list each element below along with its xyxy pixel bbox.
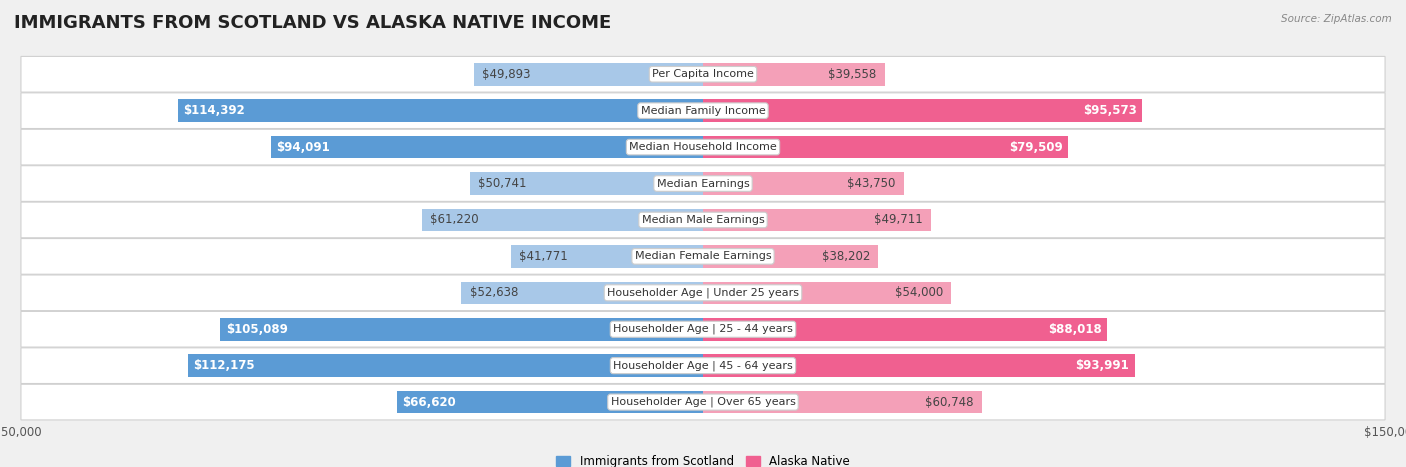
FancyBboxPatch shape	[21, 129, 1385, 165]
FancyBboxPatch shape	[21, 57, 1385, 92]
Text: $43,750: $43,750	[848, 177, 896, 190]
Text: Median Household Income: Median Household Income	[628, 142, 778, 152]
Text: $60,748: $60,748	[925, 396, 974, 409]
FancyBboxPatch shape	[21, 93, 1385, 128]
FancyBboxPatch shape	[21, 311, 1385, 347]
Text: Source: ZipAtlas.com: Source: ZipAtlas.com	[1281, 14, 1392, 24]
Text: $52,638: $52,638	[470, 286, 517, 299]
Text: $61,220: $61,220	[430, 213, 478, 226]
FancyBboxPatch shape	[21, 384, 1385, 420]
Bar	[422, 209, 703, 231]
Text: IMMIGRANTS FROM SCOTLAND VS ALASKA NATIVE INCOME: IMMIGRANTS FROM SCOTLAND VS ALASKA NATIV…	[14, 14, 612, 32]
Text: $41,771: $41,771	[519, 250, 568, 263]
Bar	[703, 245, 879, 268]
Bar	[703, 99, 1142, 122]
Text: $88,018: $88,018	[1047, 323, 1102, 336]
Text: $50,741: $50,741	[478, 177, 527, 190]
Text: $94,091: $94,091	[277, 141, 330, 154]
Text: Householder Age | Under 25 years: Householder Age | Under 25 years	[607, 288, 799, 298]
Bar	[703, 318, 1108, 340]
FancyBboxPatch shape	[21, 275, 1385, 311]
Text: $79,509: $79,509	[1010, 141, 1063, 154]
Text: $114,392: $114,392	[183, 104, 245, 117]
Bar	[396, 391, 703, 413]
Text: Householder Age | Over 65 years: Householder Age | Over 65 years	[610, 397, 796, 407]
Text: $112,175: $112,175	[193, 359, 254, 372]
Text: $49,893: $49,893	[482, 68, 530, 81]
Bar	[470, 172, 703, 195]
Bar	[703, 282, 950, 304]
Text: $54,000: $54,000	[894, 286, 943, 299]
Text: $95,573: $95,573	[1083, 104, 1136, 117]
Bar	[703, 136, 1069, 158]
FancyBboxPatch shape	[21, 166, 1385, 201]
Bar	[703, 209, 931, 231]
Text: Median Male Earnings: Median Male Earnings	[641, 215, 765, 225]
Bar	[703, 172, 904, 195]
FancyBboxPatch shape	[21, 348, 1385, 383]
Legend: Immigrants from Scotland, Alaska Native: Immigrants from Scotland, Alaska Native	[551, 450, 855, 467]
Bar	[703, 391, 981, 413]
Text: $38,202: $38,202	[823, 250, 870, 263]
FancyBboxPatch shape	[21, 202, 1385, 238]
Bar	[271, 136, 703, 158]
Bar	[512, 245, 703, 268]
Bar	[188, 354, 703, 377]
Text: Householder Age | 25 - 44 years: Householder Age | 25 - 44 years	[613, 324, 793, 334]
Text: Median Family Income: Median Family Income	[641, 106, 765, 116]
Text: Householder Age | 45 - 64 years: Householder Age | 45 - 64 years	[613, 361, 793, 371]
Bar	[703, 63, 884, 85]
Text: Median Female Earnings: Median Female Earnings	[634, 251, 772, 262]
Bar	[461, 282, 703, 304]
Bar	[474, 63, 703, 85]
Text: Median Earnings: Median Earnings	[657, 178, 749, 189]
Text: $39,558: $39,558	[828, 68, 876, 81]
Bar	[703, 354, 1135, 377]
Text: $66,620: $66,620	[402, 396, 457, 409]
Text: $105,089: $105,089	[226, 323, 288, 336]
Text: $49,711: $49,711	[875, 213, 924, 226]
FancyBboxPatch shape	[21, 239, 1385, 274]
Bar	[221, 318, 703, 340]
Bar	[177, 99, 703, 122]
Text: $93,991: $93,991	[1076, 359, 1129, 372]
Text: Per Capita Income: Per Capita Income	[652, 69, 754, 79]
